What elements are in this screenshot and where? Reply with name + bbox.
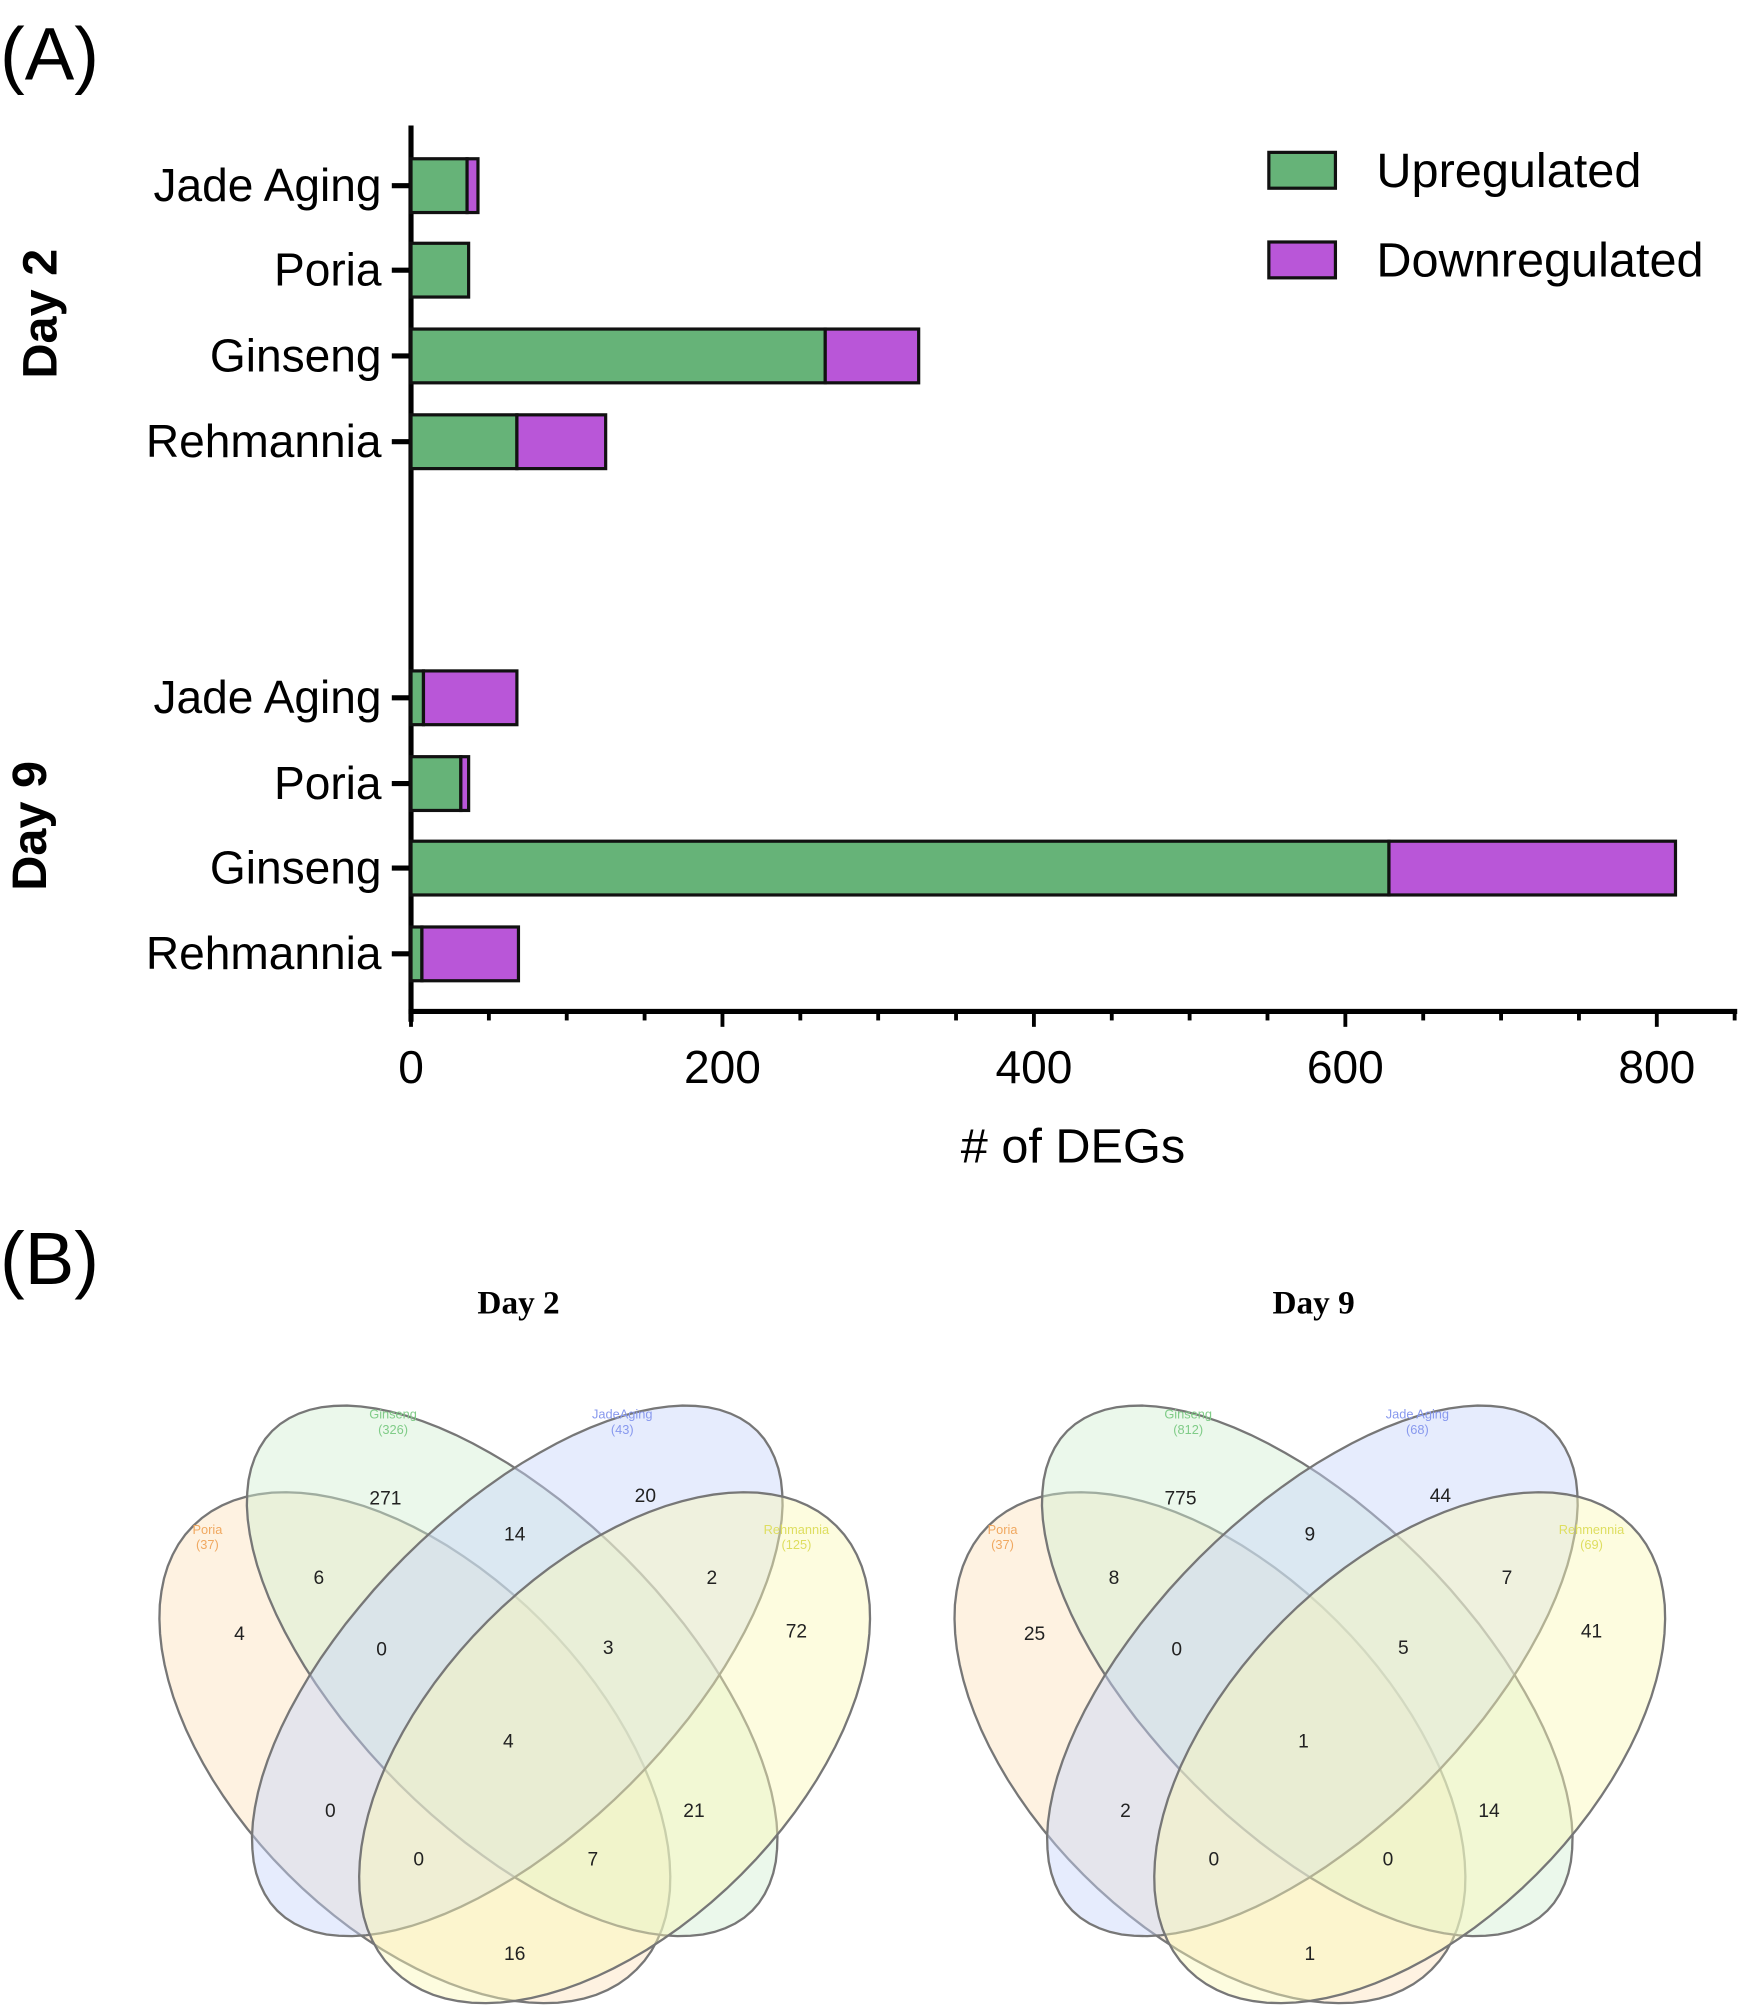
bar-segment-upregulated	[409, 755, 463, 813]
venn-region-count: 775	[1164, 1488, 1196, 1509]
venn-set-poria	[158, 1491, 672, 2005]
venn-region-count: 4	[503, 1732, 514, 1753]
venn-region-count: 1	[1298, 1732, 1309, 1753]
venn-region-count: 0	[376, 1640, 387, 1661]
bar-chart-panel: (A) 0 200 400 600 800 # of DEGs Day 2 Jade Aging…	[0, 12, 1738, 1174]
venn-set-name: Ginseng	[1164, 1407, 1212, 1422]
venn-set-jade	[250, 1404, 784, 1938]
y-tick-label: Jade Aging	[154, 671, 382, 723]
venn-region-count: 25	[1024, 1624, 1045, 1645]
legend-label: Downregulated	[1376, 234, 1703, 288]
venn-set-name: Ginseng	[369, 1407, 417, 1422]
legend-swatch	[1267, 150, 1338, 190]
venn-set-count: (37)	[991, 1537, 1014, 1552]
legend-label: Upregulated	[1376, 144, 1641, 198]
venn-region-count: 7	[587, 1849, 598, 1870]
venn-region-count: 0	[325, 1801, 336, 1822]
venn-set-ginseng	[1040, 1404, 1574, 1938]
venn-region-count: 8	[1109, 1568, 1120, 1589]
venn-set-rehmannia	[358, 1491, 872, 2005]
bar-segment-upregulated	[409, 669, 426, 727]
venn-region-count: 1	[1304, 1944, 1315, 1965]
venn-region-count: 14	[1478, 1801, 1500, 1822]
venn-set-name: Rehmannia	[764, 1522, 830, 1537]
venn-set-count: (326)	[378, 1422, 408, 1437]
x-tick-label: 200	[684, 1041, 761, 1093]
venn-set-name: JadeAging	[592, 1407, 652, 1422]
venn-set-count: (43)	[611, 1422, 634, 1437]
group-label: Day 2	[13, 249, 67, 379]
bar-segment-downregulated	[1387, 839, 1678, 897]
bar-segment-upregulated	[409, 925, 424, 983]
venn-region-count: 14	[504, 1524, 526, 1545]
bar-segment-downregulated	[823, 327, 921, 385]
venn-region-count: 6	[313, 1568, 324, 1589]
bar-segment-downregulated	[420, 925, 521, 983]
y-tick-label: Jade Aging	[154, 159, 382, 211]
x-axis-title: # of DEGs	[961, 1120, 1185, 1174]
venn-set-count: (68)	[1406, 1422, 1429, 1437]
x-tick-label: 800	[1618, 1041, 1695, 1093]
group-label: Day 9	[3, 761, 57, 891]
x-tick-label: 0	[398, 1041, 424, 1093]
venn-region-count: 0	[1208, 1849, 1219, 1870]
bar-segment-upregulated	[409, 839, 1391, 897]
y-tick-label: Ginseng	[210, 329, 382, 381]
venn-set-ginseng	[245, 1404, 779, 1938]
venn-region-count: 72	[786, 1622, 807, 1643]
venn-region-count: 7	[1502, 1568, 1513, 1589]
y-tick-label: Poria	[274, 757, 382, 809]
venn-region-count: 0	[1171, 1640, 1182, 1661]
venn-title: Day 9	[1273, 1285, 1355, 1322]
venn-set-count: (37)	[196, 1537, 219, 1552]
venn-region-count: 3	[603, 1638, 614, 1659]
venn-region-count: 2	[707, 1568, 718, 1589]
venn-region-count: 5	[1398, 1638, 1409, 1659]
legend-swatch	[1267, 240, 1338, 280]
venn-set-name: Rehmennia	[1559, 1522, 1625, 1537]
venn-region-count: 9	[1304, 1524, 1315, 1545]
venn-set-rehmannia	[1153, 1491, 1667, 2005]
venn-set-poria	[953, 1491, 1467, 2005]
venn-region-count: 41	[1581, 1622, 1602, 1643]
venn-title: Day 2	[477, 1285, 559, 1322]
venn-set-count: (69)	[1580, 1537, 1603, 1552]
venn-region-count: 21	[683, 1801, 704, 1822]
venn-region-count: 2	[1120, 1801, 1131, 1822]
venn-region-count: 0	[1383, 1849, 1394, 1870]
venn-region-count: 20	[635, 1486, 656, 1507]
venn-panel: (B)Day 2Poria(37)Ginseng(326)JadeAging(4…	[0, 1217, 1667, 2005]
venn-region-count: 271	[369, 1488, 401, 1509]
venn-set-name: Poria	[192, 1522, 223, 1537]
venn-region-count: 16	[504, 1944, 525, 1965]
y-tick-label: Rehmannia	[146, 415, 382, 467]
venn-diagram-day-2: Day 2 Poria(37) Ginseng(326) JadeAging(43) R…	[158, 1285, 872, 2005]
bar-segment-downregulated	[515, 413, 608, 471]
x-tick-label: 400	[995, 1041, 1072, 1093]
y-tick-label: Poria	[274, 244, 382, 296]
venn-diagram-day-9: Day 9 Poria(37) Ginseng(812) Jade Aging(68)…	[953, 1285, 1667, 2005]
venn-set-jade	[1045, 1404, 1579, 1938]
panel-label-a: (A)	[0, 12, 99, 95]
venn-set-count: (125)	[781, 1537, 811, 1552]
venn-region-count: 44	[1430, 1486, 1452, 1507]
bar-segment-upregulated	[409, 327, 827, 385]
bar-segment-downregulated	[421, 669, 519, 727]
panel-label-b: (B)	[0, 1217, 99, 1300]
bar-segment-upregulated	[409, 413, 519, 471]
venn-region-count: 4	[234, 1624, 245, 1645]
venn-set-name: Poria	[988, 1522, 1019, 1537]
x-tick-label: 600	[1307, 1041, 1384, 1093]
y-tick-label: Ginseng	[210, 841, 382, 893]
bar-segment-downregulated	[465, 157, 480, 215]
bar-segment-upregulated	[409, 241, 471, 299]
bar-segment-downregulated	[459, 755, 471, 813]
venn-set-count: (812)	[1173, 1422, 1203, 1437]
bar-segment-upregulated	[409, 157, 469, 215]
venn-set-name: Jade Aging	[1386, 1407, 1449, 1422]
y-tick-label: Rehmannia	[146, 927, 382, 979]
venn-region-count: 0	[413, 1849, 424, 1870]
